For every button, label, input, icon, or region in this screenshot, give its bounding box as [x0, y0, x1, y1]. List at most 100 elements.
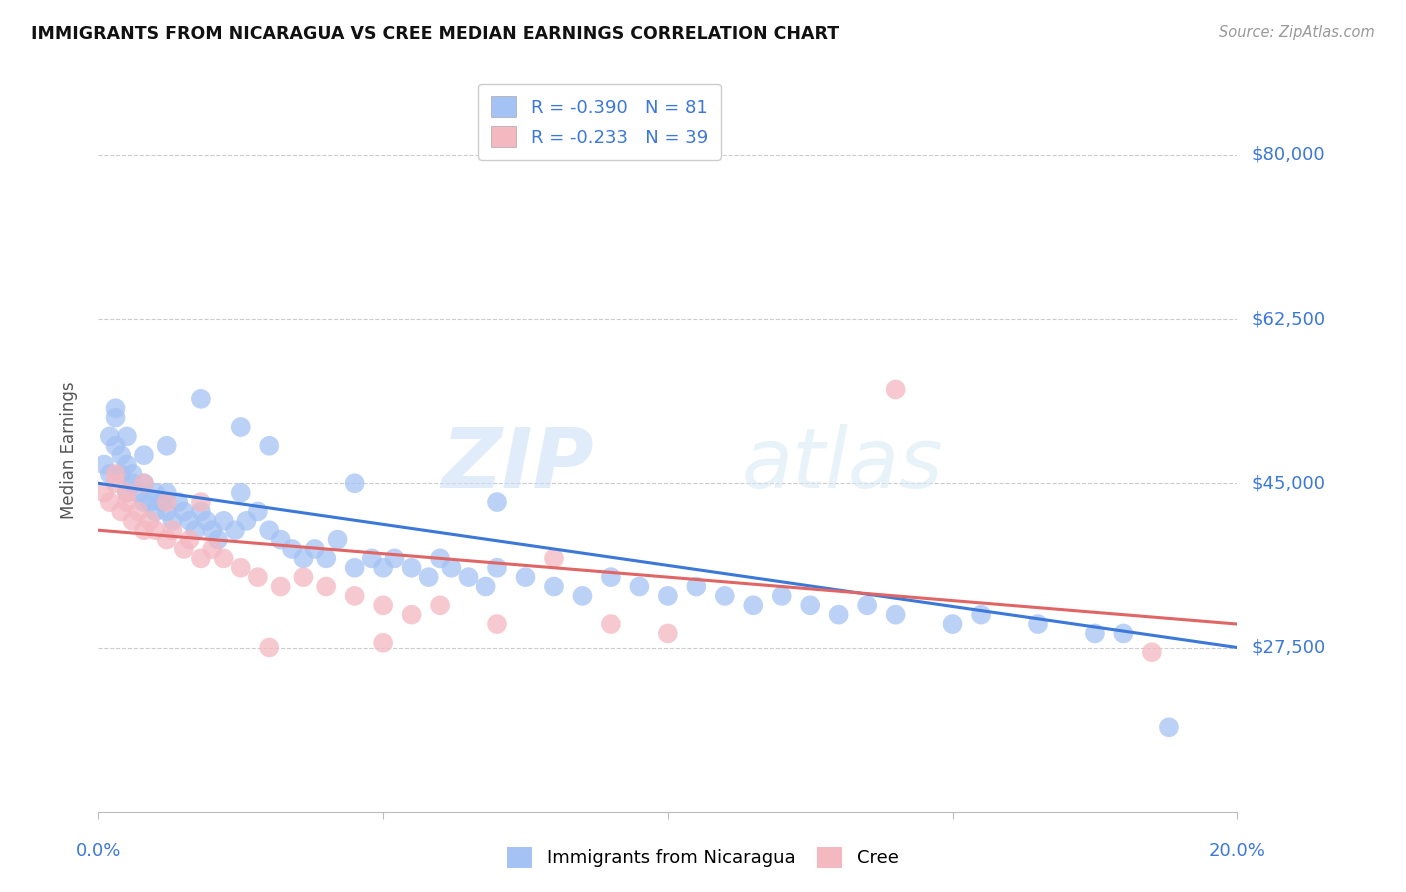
Point	[600, 570, 623, 584]
Point	[115, 429, 138, 443]
Point	[1140, 645, 1163, 659]
Text: $27,500: $27,500	[1251, 639, 1326, 657]
Point	[173, 504, 195, 518]
Point	[132, 495, 155, 509]
Point	[315, 580, 337, 594]
Point	[132, 476, 155, 491]
Point	[799, 599, 821, 613]
Text: 0.0%: 0.0%	[76, 842, 121, 860]
Point	[224, 523, 246, 537]
Text: $62,500: $62,500	[1251, 310, 1326, 328]
Point	[1084, 626, 1107, 640]
Point	[486, 560, 509, 574]
Point	[600, 617, 623, 632]
Point	[132, 523, 155, 537]
Point	[201, 523, 224, 537]
Point	[515, 570, 537, 584]
Point	[270, 533, 292, 547]
Point	[110, 504, 132, 518]
Point	[292, 570, 315, 584]
Point	[121, 514, 143, 528]
Point	[486, 495, 509, 509]
Point	[179, 514, 201, 528]
Point	[474, 580, 496, 594]
Point	[121, 476, 143, 491]
Point	[145, 504, 167, 518]
Point	[212, 551, 235, 566]
Point	[401, 607, 423, 622]
Text: $80,000: $80,000	[1251, 146, 1324, 164]
Point	[246, 570, 269, 584]
Point	[970, 607, 993, 622]
Point	[93, 458, 115, 472]
Point	[657, 589, 679, 603]
Point	[315, 551, 337, 566]
Point	[343, 560, 366, 574]
Point	[138, 495, 160, 509]
Point	[127, 504, 149, 518]
Point	[98, 467, 121, 481]
Point	[770, 589, 793, 603]
Point	[628, 580, 651, 594]
Point	[104, 410, 127, 425]
Point	[184, 523, 207, 537]
Point	[173, 541, 195, 556]
Point	[201, 541, 224, 556]
Text: $45,000: $45,000	[1251, 475, 1326, 492]
Point	[156, 439, 179, 453]
Point	[195, 514, 218, 528]
Text: Source: ZipAtlas.com: Source: ZipAtlas.com	[1219, 25, 1375, 40]
Point	[229, 485, 252, 500]
Point	[156, 485, 179, 500]
Text: ZIP: ZIP	[441, 425, 593, 506]
Point	[360, 551, 382, 566]
Point	[190, 392, 212, 406]
Point	[742, 599, 765, 613]
Point	[856, 599, 879, 613]
Point	[115, 458, 138, 472]
Point	[235, 514, 257, 528]
Point	[115, 485, 138, 500]
Point	[884, 607, 907, 622]
Point	[156, 504, 179, 518]
Point	[571, 589, 593, 603]
Point	[145, 485, 167, 500]
Point	[104, 476, 127, 491]
Point	[1026, 617, 1049, 632]
Point	[93, 485, 115, 500]
Point	[132, 476, 155, 491]
Point	[543, 580, 565, 594]
Point	[190, 551, 212, 566]
Point	[115, 485, 138, 500]
Point	[132, 448, 155, 462]
Point	[429, 551, 451, 566]
Point	[828, 607, 851, 622]
Point	[714, 589, 737, 603]
Point	[179, 533, 201, 547]
Text: 20.0%: 20.0%	[1209, 842, 1265, 860]
Point	[127, 485, 149, 500]
Point	[942, 617, 965, 632]
Point	[162, 523, 184, 537]
Point	[104, 467, 127, 481]
Point	[343, 476, 366, 491]
Point	[292, 551, 315, 566]
Point	[110, 467, 132, 481]
Point	[98, 429, 121, 443]
Point	[1112, 626, 1135, 640]
Point	[110, 448, 132, 462]
Point	[246, 504, 269, 518]
Legend: Immigrants from Nicaragua, Cree: Immigrants from Nicaragua, Cree	[496, 836, 910, 879]
Point	[259, 640, 281, 655]
Point	[373, 599, 395, 613]
Point	[401, 560, 423, 574]
Point	[270, 580, 292, 594]
Point	[543, 551, 565, 566]
Point	[104, 401, 127, 416]
Point	[190, 504, 212, 518]
Point	[685, 580, 707, 594]
Point	[104, 439, 127, 453]
Point	[207, 533, 229, 547]
Point	[326, 533, 349, 547]
Point	[418, 570, 440, 584]
